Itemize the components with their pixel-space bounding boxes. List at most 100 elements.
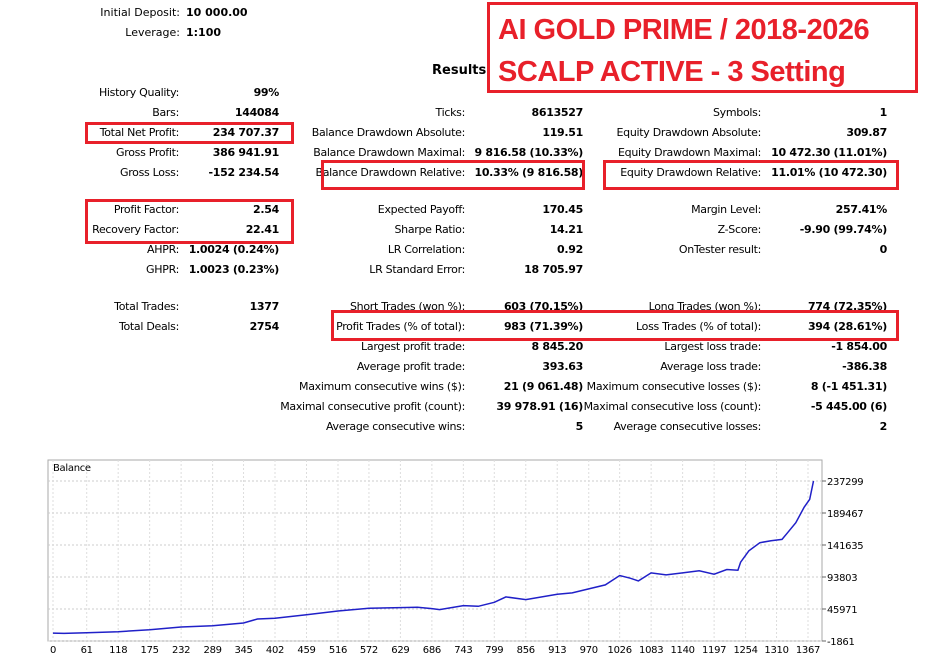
stat-value: 2754 [249,320,280,333]
stat-value: 5 [575,420,584,433]
stat-label: Average profit trade: [356,360,465,373]
stat-value: 11.01% (10 472.30) [771,166,887,179]
stat-label: Maximum consecutive wins ($): [299,380,465,393]
stat-label: GHPR: [146,263,179,276]
stat-value: 0 [879,243,888,256]
y-tick-label: -1861 [827,637,855,648]
stat-value: 9 816.58 (10.33%) [474,146,583,159]
stat-value: 774 (72.35%) [807,300,887,313]
stat-value: 603 (70.15%) [503,300,583,313]
initial-deposit-label: Initial Deposit: [100,6,180,19]
stat-label: Symbols: [712,106,761,119]
x-tick-label: 572 [360,645,378,656]
stat-value: 234 707.37 [212,126,280,139]
balance-line [52,480,815,635]
y-tick-label: 93803 [827,573,857,584]
stat-value: 2.54 [253,203,279,216]
stat-value: 119.51 [542,126,583,139]
stat-value: 0.92 [557,243,583,256]
stat-value: 99% [253,86,280,99]
x-tick-label: 1367 [796,645,820,656]
highlight-box [321,160,585,190]
x-tick-label: 970 [580,645,598,656]
stat-label: Balance Drawdown Maximal: [313,146,465,159]
x-tick-label: 402 [266,645,284,656]
stat-value: 386 941.91 [212,146,280,159]
overlay-title-line1: AI GOLD PRIME / 2018-2026 [498,14,870,46]
stat-label: Average loss trade: [660,360,761,373]
stat-label: Equity Drawdown Absolute: [616,126,762,139]
x-tick-label: 686 [423,645,441,656]
stat-value: -1 854.00 [831,340,887,353]
stat-label: Largest loss trade: [664,340,761,353]
stat-value: 170.45 [542,203,583,216]
stat-value: 1377 [249,300,280,313]
stat-value: 8 845.20 [531,340,583,353]
x-tick-label: 118 [109,645,127,656]
x-tick-label: 856 [517,645,535,656]
plot-area [47,459,823,642]
stat-label: Gross Profit: [116,146,179,159]
stat-value: -9.90 (99.74%) [799,223,888,236]
stat-value: 144084 [234,106,279,119]
stat-value: 14.21 [549,223,584,236]
stat-label: Largest profit trade: [361,340,465,353]
stat-label: Total Trades: [114,300,179,313]
stat-label: Z-Score: [717,223,762,236]
x-tick-label: 799 [485,645,503,656]
stat-label: Total Net Profit: [99,126,180,139]
stat-label: Expected Payoff: [377,203,466,216]
overlay-title-line2: SCALP ACTIVE - 3 Setting [498,56,846,88]
highlight-box [603,160,899,190]
x-tick-label: 516 [329,645,347,656]
stat-label: Total Deals: [118,320,179,333]
stat-value: 21 (9 061.48) [503,380,584,393]
x-tick-label: 0 [50,645,56,656]
x-tick-label: 175 [141,645,159,656]
stat-value: 10 472.30 (11.01%) [771,146,887,159]
stat-label: Maximal consecutive profit (count): [280,400,465,413]
stat-label: Equity Drawdown Relative: [620,166,761,179]
stat-value: 393.63 [542,360,583,373]
stat-label: Short Trades (won %): [350,300,465,313]
x-tick-label: 629 [391,645,409,656]
x-tick-label: 1026 [608,645,632,656]
stat-value: 10.33% (9 816.58) [474,166,583,179]
stat-label: Profit Factor: [113,203,179,216]
stat-label: Profit Trades (% of total): [336,320,465,333]
stat-label: Margin Level: [691,203,761,216]
stat-label: Balance Drawdown Relative: [315,166,465,179]
stat-label: Gross Loss: [119,166,179,179]
stat-value: 1.0023 (0.23%) [188,263,280,276]
results-heading: Results [432,63,487,78]
stat-value: -386.38 [842,360,887,373]
stat-value: 257.41% [835,203,888,216]
highlight-box [85,122,294,144]
stat-label: Long Trades (won %): [648,300,762,313]
stat-value: 1 [879,106,888,119]
x-tick-label: 61 [81,645,93,656]
x-tick-label: 1140 [671,645,695,656]
stat-label: Balance Drawdown Absolute: [311,126,466,139]
x-tick-label: 232 [172,645,190,656]
stat-value: -5 445.00 (6) [810,400,887,413]
x-tick-label: 1254 [733,645,757,656]
stat-label: Loss Trades (% of total): [636,320,761,333]
balance-chart: 237299 189467 141635 93803 45971 -1861 0 61 118 1… [47,459,864,656]
stat-label: AHPR: [147,243,179,256]
y-tick-label: 237299 [827,477,863,488]
stat-label: Average consecutive wins: [325,420,465,433]
stat-label: History Quality: [98,86,179,99]
stat-value: 983 (71.39%) [503,320,583,333]
x-tick-label: 345 [234,645,252,656]
initial-deposit-value: 10 000.00 [186,6,248,19]
stat-value: 22.41 [245,223,280,236]
leverage-value: 1:100 [186,26,222,39]
stat-label: Equity Drawdown Maximal: [617,146,761,159]
stat-label: Average consecutive losses: [613,420,762,433]
overlay-title-box: AI GOLD PRIME / 2018-2026 SCALP ACTIVE -… [487,2,918,93]
x-tick-label: 289 [204,645,222,656]
stat-value: 8 (-1 451.31) [810,380,887,393]
highlight-box [85,199,294,244]
y-tick-label: 45971 [827,605,857,616]
